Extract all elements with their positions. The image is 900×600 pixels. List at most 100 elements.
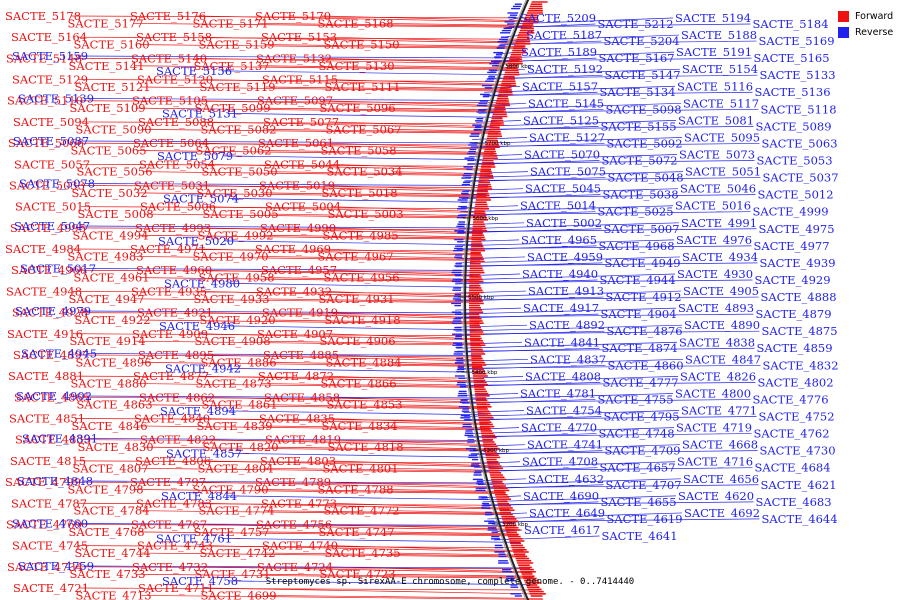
leader-line: [466, 427, 675, 434]
leader-line: [467, 433, 752, 437]
gene-label-sacte-4896: SACTE_4896: [76, 355, 152, 369]
leader-line: [81, 395, 486, 399]
gene-label-sacte-4771: SACTE_4771: [681, 404, 757, 418]
gene-label-sacte-4789: SACTE_4789: [255, 475, 331, 489]
gene-label-sacte-5078: SACTE_5078: [19, 177, 95, 191]
leader-line: [72, 566, 531, 570]
leader-line: [230, 368, 483, 373]
gene-label-sacte-5094: SACTE_5094: [13, 115, 89, 129]
leader-line: [263, 467, 500, 472]
gene-label-sacte-4961: SACTE_4961: [74, 271, 150, 285]
gene-label-sacte-4958: SACTE_4958: [199, 271, 275, 285]
leader-line: [258, 23, 533, 27]
gene-label-sacte-5105: SACTE_5105: [132, 94, 208, 108]
leader-line: [201, 269, 480, 277]
gene-label-sacte-4806: SACTE_4806: [135, 454, 211, 468]
scale-ticks: 5800 kbp 5700 kbp 5600 kbp 5500 kbp 5400 kbp…: [458, 64, 532, 528]
leader-line: [455, 256, 681, 264]
leader-line: [70, 15, 536, 19]
gene-label-sacte-5063: SACTE_5063: [762, 136, 838, 150]
gene-label-sacte-4967: SACTE_4967: [318, 249, 394, 263]
gene-label-sacte-4826: SACTE_4826: [680, 369, 756, 383]
gene-label-sacte-4919: SACTE_4919: [262, 306, 338, 320]
scale-tick-label: 5300 kbp: [483, 448, 509, 454]
gene-label-sacte-5082: SACTE_5082: [201, 122, 277, 136]
leader-line: [87, 438, 493, 441]
gene-label-sacte-4860: SACTE_4860: [608, 358, 684, 372]
gene-label-sacte-4711: SACTE_4711: [138, 581, 214, 595]
gene-label-sacte-5090: SACTE_5090: [76, 122, 152, 136]
gene-label-sacte-5065: SACTE_5065: [71, 144, 147, 158]
leader-line: [267, 404, 487, 409]
leader-line: [268, 213, 484, 218]
gene-label-sacte-4863: SACTE_4863: [77, 398, 153, 412]
gene-label-sacte-4744: SACTE_4744: [75, 546, 151, 560]
gene-label-sacte-4834: SACTE_4834: [322, 419, 398, 433]
leader-line: [482, 495, 677, 503]
gene-label-sacte-4935: SACTE_4935: [131, 284, 207, 298]
leader-line: [139, 510, 512, 516]
gene-label-sacte-4731: SACTE_4731: [195, 567, 271, 581]
gene-label-sacte-5031: SACTE_5031: [134, 178, 210, 192]
gene-label-sacte-5089: SACTE_5089: [756, 119, 832, 133]
gene-label-sacte-4893: SACTE_4893: [678, 301, 754, 315]
leader-line: [391, 128, 499, 132]
gene-label-sacte-5002: SACTE_5002: [526, 216, 602, 230]
leader-line: [320, 15, 535, 22]
leader-line: [456, 341, 678, 349]
gene-label-sacte-4975: SACTE_4975: [759, 222, 835, 236]
gene-label-sacte-4747: SACTE_4747: [319, 525, 395, 539]
gene-label-sacte-5099: SACTE_5099: [195, 101, 271, 115]
gene-label-sacte-5212: SACTE_5212: [598, 17, 674, 31]
gene-label-sacte-4957: SACTE_4957: [261, 263, 337, 277]
gene-label-sacte-4804: SACTE_4804: [198, 461, 274, 475]
gene-label-sacte-5087: SACTE_5087: [13, 134, 89, 148]
leader-line: [455, 324, 683, 332]
gene-label-sacte-5015: SACTE_5015: [15, 200, 91, 214]
gene-label-sacte-4976: SACTE_4976: [676, 233, 752, 247]
gene-label-sacte-4884: SACTE_4884: [326, 355, 402, 369]
leader-line: [483, 91, 753, 96]
leader-line: [201, 502, 510, 510]
gene-label-sacte-4807: SACTE_4807: [73, 461, 149, 475]
leader-line: [320, 248, 481, 255]
leader-line: [260, 107, 504, 112]
gene-label-sacte-5014: SACTE_5014: [520, 199, 596, 213]
gene-label-sacte-4940: SACTE_4940: [522, 267, 598, 281]
genome-backbone: [462, 0, 530, 600]
gene-label-sacte-4777: SACTE_4777: [603, 375, 679, 389]
gene-label-sacte-4999: SACTE_4999: [753, 205, 829, 219]
leader-line: [464, 416, 757, 420]
gene-label-sacte-4835: SACTE_4835: [259, 412, 335, 426]
gene-label-sacte-4934: SACTE_4934: [682, 250, 758, 264]
gene-label-sacte-4851: SACTE_4851: [9, 412, 85, 426]
leader-line: [227, 113, 503, 118]
leader-line: [86, 353, 482, 356]
gene-label-sacte-4913: SACTE_4913: [528, 284, 604, 298]
gene-label-sacte-5074: SACTE_5074: [163, 191, 239, 205]
leader-line: [454, 296, 759, 301]
gene-label-sacte-5058: SACTE_5058: [321, 144, 397, 158]
leader-line: [264, 277, 480, 281]
leader-line: [141, 128, 499, 134]
gene-label-sacte-4770: SACTE_4770: [521, 421, 597, 435]
leader-line: [72, 333, 480, 337]
gene-label-sacte-4632: SACTE_4632: [528, 472, 604, 486]
leader-line: [470, 444, 681, 452]
gene-label-sacte-4930: SACTE_4930: [677, 267, 753, 281]
leader-line: [386, 150, 495, 153]
gene-label-sacte-4795: SACTE_4795: [604, 410, 680, 424]
gene-label-sacte-4907: SACTE_4907: [257, 327, 333, 341]
gene-label-sacte-4888: SACTE_4888: [761, 290, 837, 304]
leader-line: [79, 163, 492, 167]
leader-line: [478, 108, 759, 113]
gene-label-sacte-4847: SACTE_4847: [685, 352, 761, 366]
leader-line: [205, 206, 485, 214]
leader-line: [143, 213, 484, 219]
gene-label-sacte-5070: SACTE_5070: [524, 148, 600, 162]
leader-line: [262, 192, 487, 197]
gene-label-sacte-4841: SACTE_4841: [524, 335, 600, 349]
leader-line: [222, 155, 493, 161]
leader-line: [140, 552, 526, 558]
leader-line: [455, 330, 760, 335]
